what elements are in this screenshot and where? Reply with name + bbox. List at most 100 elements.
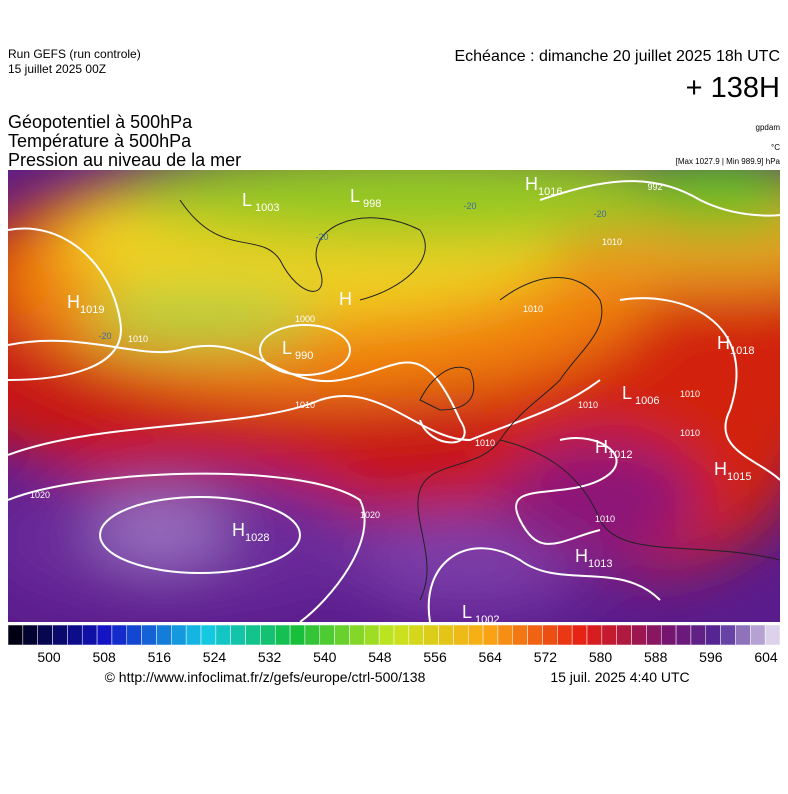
temperature-label: -20 [593, 209, 606, 219]
colorbar: 500 508 516 524 532 540 548 556 564 572 580 588 596 6… [7, 624, 781, 665]
pressure-center: H [339, 289, 352, 309]
colorbar-swatch [690, 624, 707, 646]
temperature-label: -20 [315, 232, 328, 242]
colorbar-swatch [141, 624, 157, 646]
colorbar-swatch [334, 624, 350, 646]
isobar-label: 1020 [30, 490, 50, 500]
echeance: Echéance : dimanche 20 juillet 2025 18h … [454, 48, 780, 65]
pressure-value: 1015 [727, 471, 751, 483]
colorbar-swatch [37, 624, 53, 646]
isobar-label: 1010 [523, 304, 543, 314]
colorbar-swatch [111, 624, 128, 646]
colorbar-swatch [527, 624, 543, 646]
colorbar-swatch [601, 624, 617, 646]
pressure-center: L [350, 186, 360, 206]
unit: °C [771, 143, 780, 152]
colorbar-swatch [215, 624, 231, 646]
colorbar-tick-label: 524 [203, 649, 227, 665]
pressure-center: L [242, 190, 252, 210]
colorbar-swatch [764, 624, 781, 646]
colorbar-swatch [349, 624, 365, 646]
colorbar-tick-label: 540 [313, 649, 337, 665]
colorbar-swatch [646, 624, 662, 646]
unit: gpdam [756, 123, 781, 132]
pressure-value: 1012 [608, 449, 632, 461]
isobar-label: 1010 [602, 237, 622, 247]
pressure-value: 1019 [80, 304, 104, 316]
colorbar-swatch [557, 624, 573, 646]
temperature-label: -20 [98, 331, 111, 341]
run-date: 15 juillet 2025 00Z [8, 62, 106, 76]
colorbar-tick-label: 604 [754, 649, 778, 665]
colorbar-swatch [52, 624, 68, 646]
colorbar-tick-label: 588 [644, 649, 668, 665]
colorbar-tick-label: 532 [258, 649, 282, 665]
isobar-label: 1010 [128, 334, 148, 344]
colorbar-swatch [720, 624, 736, 646]
colorbar-swatch [364, 624, 380, 646]
title: Température à 500hPa [8, 131, 192, 151]
colorbar-tick-label: 556 [423, 649, 447, 665]
colorbar-swatch [497, 624, 514, 646]
lead-time: + 138H [686, 72, 780, 104]
unit: [Max 1027.9 | Min 989.9] hPa [676, 157, 781, 166]
pressure-value: 1003 [255, 202, 279, 214]
colorbar-swatch [22, 624, 38, 646]
isobar-label: 1010 [475, 438, 495, 448]
isobar-label: 1010 [595, 514, 615, 524]
colorbar-swatch [319, 624, 335, 646]
title: Géopotentiel à 500hPa [8, 112, 193, 132]
title: Pression au niveau de la mer [8, 150, 241, 170]
colorbar-tick-label: 508 [92, 649, 116, 665]
isobar-label: 1000 [295, 314, 315, 324]
colorbar-swatch [200, 624, 217, 646]
colorbar-swatch [378, 624, 395, 646]
colorbar-swatch [467, 624, 484, 646]
colorbar-swatch [660, 624, 677, 646]
pressure-center: L [462, 602, 472, 622]
pressure-value: 998 [363, 198, 381, 210]
run-name: Run GEFS (run controle) [8, 47, 141, 61]
pressure-center: H [67, 292, 80, 312]
footer-issued: 15 juil. 2025 4:40 UTC [550, 669, 689, 685]
colorbar-swatch [260, 624, 276, 646]
isobar-label: 1020 [360, 510, 380, 520]
colorbar-swatch [750, 624, 766, 646]
colorbar-tick-label: 500 [37, 649, 61, 665]
colorbar-swatch [81, 624, 98, 646]
colorbar-swatch [171, 624, 187, 646]
colorbar-swatch [230, 624, 246, 646]
isobar-label: 1010 [295, 400, 315, 410]
colorbar-swatch [289, 624, 306, 646]
isobar-label: 992 [647, 182, 662, 192]
pressure-value: 1006 [635, 395, 659, 407]
pressure-value: 1028 [245, 532, 269, 544]
pressure-center: H [595, 437, 608, 457]
isobar-label: 1010 [578, 400, 598, 410]
colorbar-tick-label: 548 [368, 649, 392, 665]
colorbar-swatch [571, 624, 588, 646]
isobar-label: 1010 [680, 389, 700, 399]
colorbar-swatch [408, 624, 424, 646]
colorbar-swatch [393, 624, 410, 646]
pressure-center: H [717, 333, 730, 353]
colorbar-tick-label: 516 [148, 649, 172, 665]
colorbar-tick-label: 596 [699, 649, 723, 665]
pressure-center: H [714, 459, 727, 479]
colorbar-swatch [126, 624, 142, 646]
colorbar-swatch [675, 624, 692, 646]
footer-url: © http://www.infoclimat.fr/z/gefs/europe… [105, 669, 426, 685]
pressure-center: H [575, 546, 588, 566]
pressure-center: H [525, 174, 538, 194]
colorbar-swatch [304, 624, 321, 646]
colorbar-swatch [616, 624, 632, 646]
colorbar-swatch [245, 624, 261, 646]
colorbar-swatch [67, 624, 83, 646]
pressure-value: 1016 [538, 186, 562, 198]
pressure-value: 1018 [730, 345, 754, 357]
pressure-center: L [622, 383, 632, 403]
colorbar-swatch [586, 624, 603, 646]
colorbar-swatch [453, 624, 469, 646]
